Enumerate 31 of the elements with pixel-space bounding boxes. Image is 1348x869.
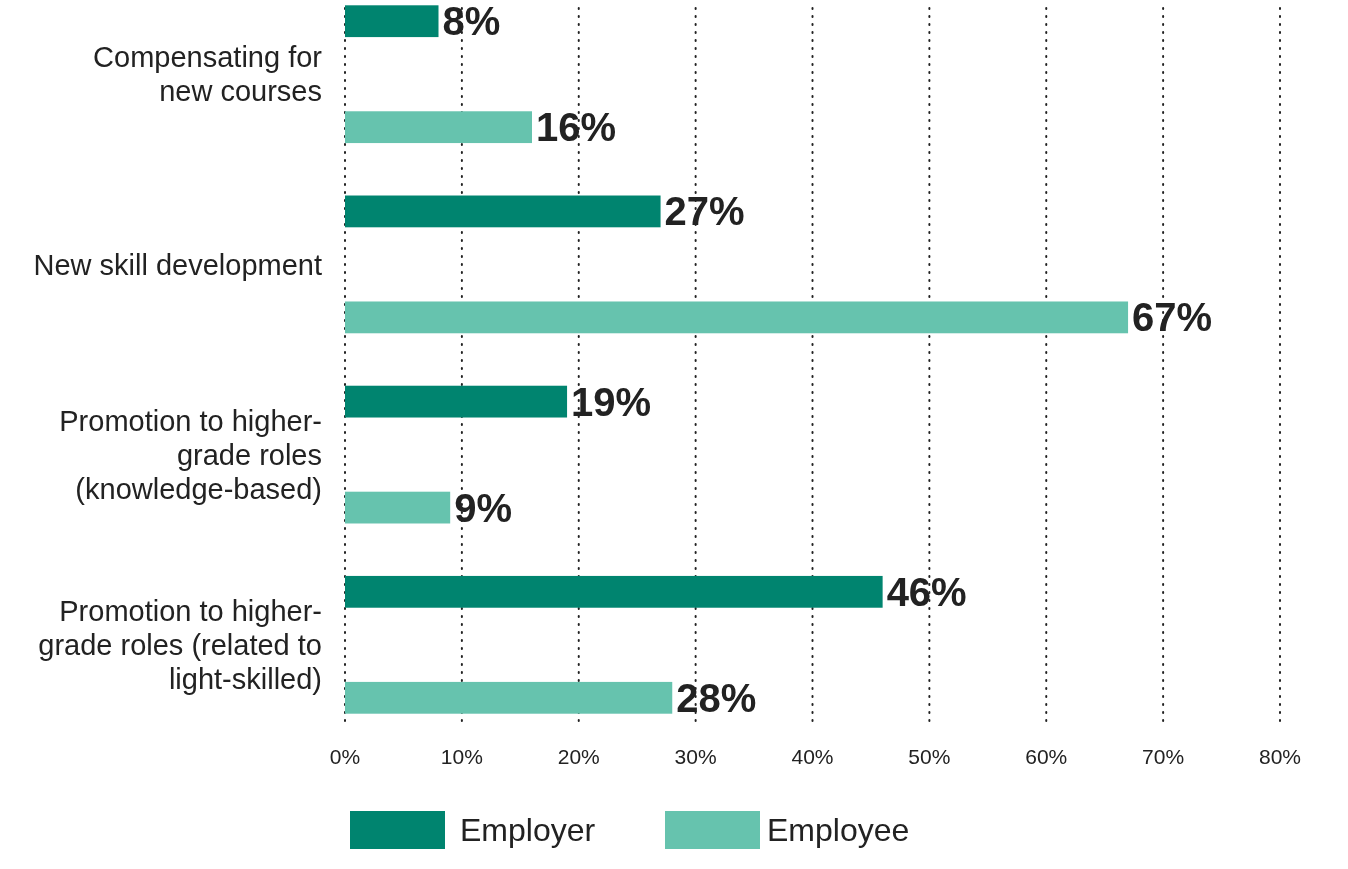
y-tick-label: Promotion to higher-grade roles (related to light-skilled): [38, 594, 322, 695]
bar: [345, 301, 1129, 334]
text: 19%: [571, 379, 652, 424]
x-tick-label: 30%: [674, 745, 717, 768]
y-tick-label: Promotion to higher-grade roles (knowledge-based): [59, 404, 322, 505]
text: 8%: [442, 0, 501, 44]
x-tick-label: 50%: [908, 745, 951, 768]
x-tick-label: 20%: [557, 745, 600, 768]
bar: [345, 111, 532, 144]
text: 67%: [1132, 295, 1213, 340]
y-tick-label: Compensating for new courses: [93, 41, 323, 108]
bar: [345, 5, 439, 38]
legend-label: Employer: [460, 812, 596, 849]
y-tick-label: New skill development: [33, 248, 322, 281]
x-tick-label: 70%: [1142, 745, 1185, 768]
bar: [345, 491, 451, 524]
x-tick-label: 0%: [329, 745, 361, 768]
text: 27%: [664, 189, 745, 234]
legend-label: Employee: [767, 812, 910, 849]
text: 9%: [454, 485, 512, 530]
x-tick-label: 40%: [791, 745, 834, 768]
text: 28%: [676, 675, 757, 720]
bar: [345, 195, 661, 228]
x-tick-label: 60%: [1025, 745, 1068, 768]
text: 46%: [886, 569, 967, 614]
bar: [345, 385, 568, 418]
bar: [345, 681, 673, 714]
bar: [345, 575, 883, 608]
x-tick-label: 80%: [1258, 745, 1302, 768]
x-tick-label: 10%: [440, 745, 483, 768]
text: 16%: [536, 105, 617, 150]
